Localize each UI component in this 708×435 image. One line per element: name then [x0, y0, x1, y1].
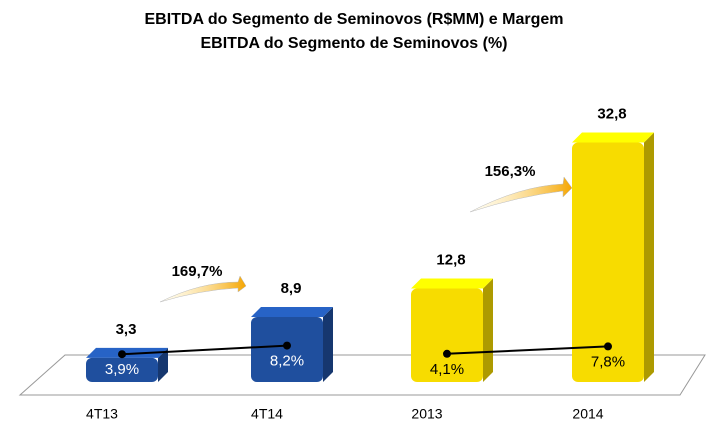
margin-line	[446, 345, 609, 355]
x-tick-label: 2013	[411, 406, 442, 422]
bar	[572, 142, 644, 382]
floor	[18, 354, 706, 396]
annotation: 169,7%	[172, 263, 223, 280]
margin-label: 7,8%	[591, 353, 625, 370]
margin-marker	[443, 349, 451, 358]
bar-side	[323, 307, 333, 382]
margin-label: 8,2%	[270, 353, 304, 370]
x-tick-label: 4T13	[86, 406, 118, 422]
value-label: 12,8	[436, 252, 465, 269]
chart-subtitle: EBITDA do Segmento de Seminovos (%)	[201, 35, 508, 52]
growth-arrow	[159, 275, 247, 303]
margin-label: 4,1%	[430, 361, 464, 378]
bar-top	[572, 132, 654, 143]
x-tick-label: 2014	[572, 406, 603, 422]
bar-side	[158, 347, 168, 382]
margin-line	[121, 344, 288, 356]
bar-top	[251, 307, 333, 318]
margin-marker	[283, 341, 291, 350]
margin-marker	[604, 342, 612, 351]
value-label: 32,8	[597, 106, 626, 123]
x-tick-label: 4T14	[251, 406, 283, 422]
bar	[411, 288, 483, 382]
bar-top	[411, 278, 493, 289]
annotation: 156,3%	[485, 163, 536, 180]
margin-label: 3,9%	[105, 361, 139, 378]
bar-side	[644, 132, 654, 382]
value-label: 3,3	[116, 321, 137, 338]
growth-arrow	[469, 176, 573, 213]
chart-title: EBITDA do Segmento de Seminovos (R$MM) e…	[144, 11, 563, 28]
bar	[86, 357, 158, 382]
value-label: 8,9	[281, 280, 302, 297]
margin-marker	[118, 350, 126, 359]
bar-side	[483, 278, 493, 382]
bar-top	[86, 347, 168, 358]
